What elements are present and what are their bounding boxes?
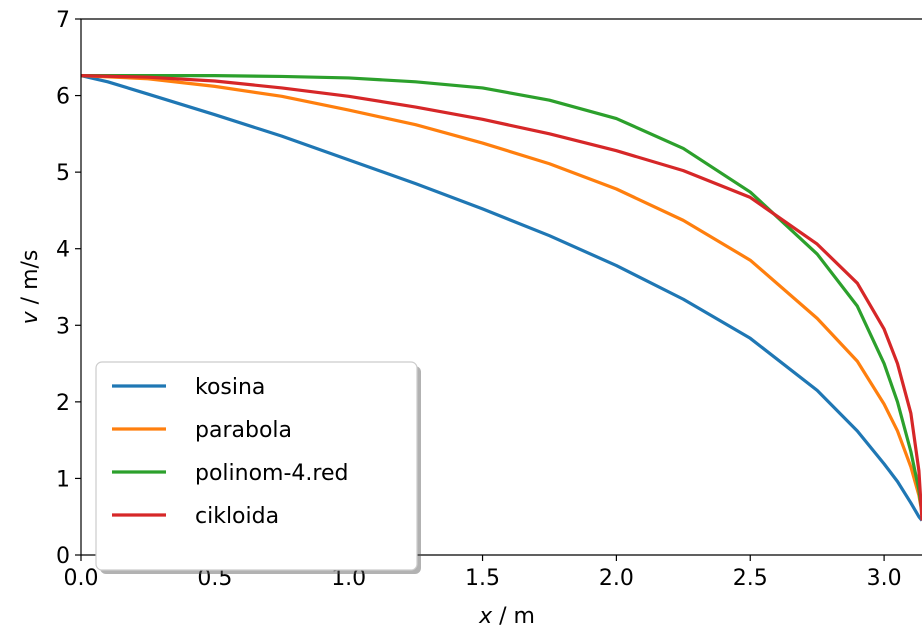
y-tick-label: 0 xyxy=(56,544,70,569)
x-axis-label: x / m xyxy=(478,604,535,629)
series-line-0 xyxy=(81,74,922,522)
x-axis-label-unit: / m xyxy=(492,604,535,629)
legend-label-0: kosina xyxy=(195,375,265,400)
y-tick-label: 2 xyxy=(56,391,70,416)
legend-label-3: cikloida xyxy=(195,504,279,529)
y-tick-label: 5 xyxy=(56,161,70,186)
x-tick-label: 0.0 xyxy=(64,566,99,591)
x-axis: 0.0 0.5 1.0 1.5 2.0 2.5 3.0 xyxy=(64,555,902,591)
legend-label-2: polinom-4.red xyxy=(195,461,348,486)
y-tick-label: 4 xyxy=(56,238,70,263)
y-axis-label-var: v xyxy=(18,310,43,324)
y-axis-label: v / m/s xyxy=(18,250,43,325)
series-line-1 xyxy=(81,74,922,514)
y-tick-label: 3 xyxy=(56,314,70,339)
legend-entries: kosina parabola polinom-4.red cikloida xyxy=(112,375,348,529)
y-tick-label: 6 xyxy=(56,85,70,110)
plot-frame xyxy=(80,18,922,556)
x-tick-label: 3.0 xyxy=(867,566,902,591)
y-axis: 0 1 2 3 4 5 6 7 xyxy=(56,8,81,569)
x-tick-label: 1.5 xyxy=(465,566,500,591)
legend-label-1: parabola xyxy=(195,418,292,443)
y-axis-label-unit: / m/s xyxy=(18,250,43,312)
x-tick-label: 2.0 xyxy=(599,566,634,591)
y-tick-label: 1 xyxy=(56,467,70,492)
legend-box xyxy=(95,361,418,571)
x-tick-label: 2.5 xyxy=(733,566,768,591)
x-axis-label-var: x xyxy=(478,604,493,629)
series-layer xyxy=(81,74,922,522)
legend: kosina parabola polinom-4.red cikloida xyxy=(95,361,421,574)
series-line-2 xyxy=(81,74,922,514)
y-tick-label: 7 xyxy=(56,8,70,33)
series-line-3 xyxy=(81,74,922,521)
